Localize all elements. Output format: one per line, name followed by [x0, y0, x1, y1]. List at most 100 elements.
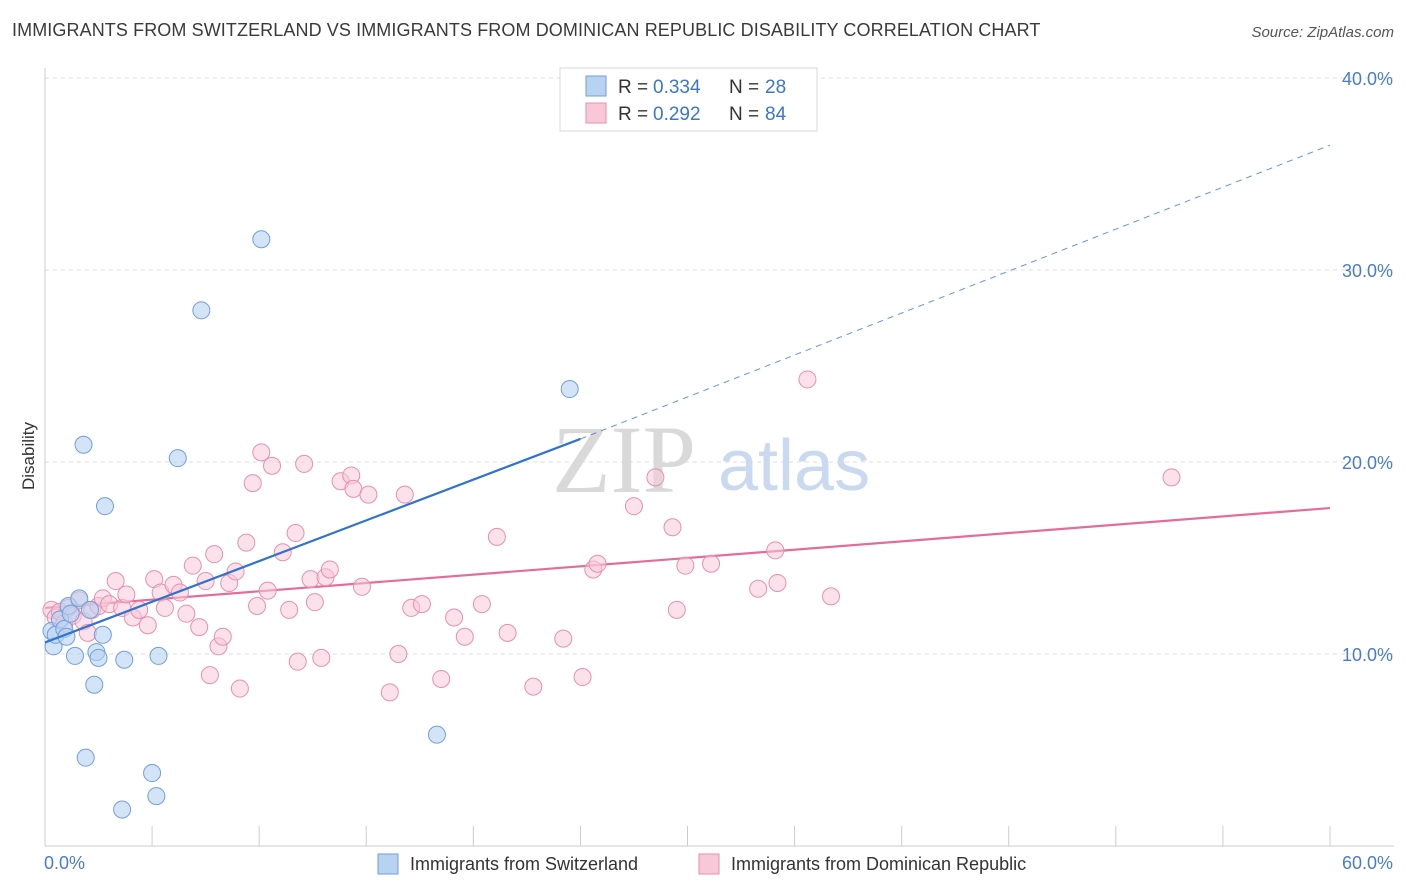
- trend-line-blue: [44, 437, 581, 644]
- point-dominican-republic: [205, 545, 224, 564]
- point-dominican-republic: [170, 583, 189, 602]
- point-switzerland: [252, 230, 271, 249]
- point-switzerland: [113, 800, 132, 819]
- point-switzerland: [85, 675, 104, 694]
- y-tick-label: 10.0%: [1342, 645, 1393, 665]
- point-dominican-republic: [445, 608, 464, 627]
- legend-n-label-pink: N =: [729, 104, 759, 125]
- legend-r-value-pink: 0.292: [653, 104, 701, 125]
- point-dominican-republic: [263, 456, 282, 475]
- point-switzerland: [70, 589, 89, 608]
- point-dominican-republic: [432, 669, 451, 688]
- y-tick-label: 20.0%: [1342, 453, 1393, 473]
- point-dominican-republic: [258, 581, 277, 600]
- point-dominican-republic: [667, 600, 686, 619]
- point-dominican-republic: [663, 518, 682, 537]
- point-dominican-republic: [213, 627, 232, 646]
- legend-n-value-pink: 84: [765, 104, 787, 125]
- legend-n-value-blue: 28: [765, 77, 786, 98]
- legend-r-value-blue: 0.334: [653, 77, 701, 98]
- legend: R = 0.334 N = 28 R = 0.292 N = 84: [559, 67, 818, 132]
- chart-title: IMMIGRANTS FROM SWITZERLAND VS IMMIGRANT…: [12, 20, 1041, 40]
- point-dominican-republic: [380, 683, 399, 702]
- point-dominican-republic: [312, 648, 331, 667]
- trend-lines: [44, 144, 1331, 610]
- point-dominican-republic: [749, 579, 768, 598]
- point-dominican-republic: [288, 652, 307, 671]
- point-dominican-republic: [177, 604, 196, 623]
- point-dominican-republic: [702, 554, 721, 573]
- bottom-legend-label-blue: Immigrants from Switzerland: [410, 854, 638, 874]
- point-dominican-republic: [821, 587, 840, 606]
- data-points: [42, 230, 1181, 819]
- x-tick-label: 60.0%: [1342, 853, 1393, 873]
- point-dominican-republic: [1162, 468, 1181, 487]
- point-switzerland: [192, 301, 211, 320]
- point-switzerland: [65, 646, 84, 665]
- point-dominican-republic: [676, 556, 695, 575]
- point-dominican-republic: [230, 679, 249, 698]
- point-dominican-republic: [554, 629, 573, 648]
- point-dominican-republic: [155, 598, 174, 617]
- point-dominican-republic: [286, 524, 305, 543]
- point-dominican-republic: [624, 497, 643, 516]
- point-switzerland: [147, 787, 166, 806]
- legend-swatch-blue: [585, 75, 607, 97]
- point-dominican-republic: [487, 527, 506, 546]
- point-dominican-republic: [573, 668, 592, 687]
- chart-source: Source: ZipAtlas.com: [1251, 24, 1394, 41]
- point-switzerland: [76, 748, 95, 767]
- axes: [44, 68, 1394, 847]
- point-dominican-republic: [389, 645, 408, 663]
- point-dominican-republic: [472, 595, 491, 614]
- point-switzerland: [149, 646, 168, 665]
- point-dominican-republic: [498, 623, 517, 642]
- legend-swatch-pink: [585, 102, 607, 124]
- bottom-legend-swatch-pink: [698, 853, 720, 875]
- y-tick-label: 40.0%: [1342, 69, 1393, 89]
- point-dominican-republic: [200, 666, 219, 685]
- point-dominican-republic: [183, 556, 202, 575]
- point-dominican-republic: [248, 597, 267, 615]
- point-dominican-republic: [455, 627, 474, 646]
- point-dominican-republic: [524, 677, 543, 696]
- x-tick-label: 0.0%: [44, 853, 85, 873]
- point-switzerland: [95, 497, 114, 516]
- trend-line-blue-dashed: [580, 144, 1331, 440]
- watermark-zip: ZIP: [552, 406, 696, 513]
- point-switzerland: [80, 600, 99, 619]
- point-dominican-republic: [305, 593, 324, 612]
- point-switzerland: [89, 648, 108, 667]
- legend-r-label-blue: R =: [618, 77, 648, 98]
- point-dominican-republic: [395, 485, 414, 504]
- point-dominican-republic: [344, 479, 363, 498]
- point-dominican-republic: [646, 468, 665, 487]
- point-dominican-republic: [106, 572, 125, 591]
- bottom-legend-label-pink: Immigrants from Dominican Republic: [731, 854, 1026, 874]
- point-dominican-republic: [301, 570, 320, 589]
- point-dominican-republic: [412, 595, 431, 614]
- bottom-legend-swatch-blue: [377, 853, 399, 875]
- point-switzerland: [143, 764, 162, 783]
- point-switzerland: [427, 725, 446, 744]
- point-switzerland: [61, 604, 80, 623]
- point-dominican-republic: [117, 585, 136, 604]
- point-dominican-republic: [768, 573, 787, 592]
- point-dominican-republic: [138, 616, 157, 635]
- point-dominican-republic: [766, 541, 785, 560]
- point-dominican-republic: [320, 560, 339, 579]
- point-dominican-republic: [352, 577, 371, 596]
- tick-labels: 10.0% 20.0% 30.0% 40.0% 0.0% 60.0%: [44, 69, 1393, 873]
- point-switzerland: [560, 380, 579, 399]
- grid-lines: [45, 77, 1394, 655]
- point-dominican-republic: [243, 474, 262, 493]
- point-dominican-republic: [359, 485, 378, 504]
- y-axis-label: Disability: [19, 421, 38, 490]
- point-switzerland: [115, 650, 134, 669]
- point-dominican-republic: [280, 600, 299, 619]
- y-tick-label: 30.0%: [1342, 261, 1393, 281]
- point-dominican-republic: [252, 443, 271, 462]
- point-switzerland: [93, 625, 112, 644]
- point-dominican-republic: [237, 533, 256, 552]
